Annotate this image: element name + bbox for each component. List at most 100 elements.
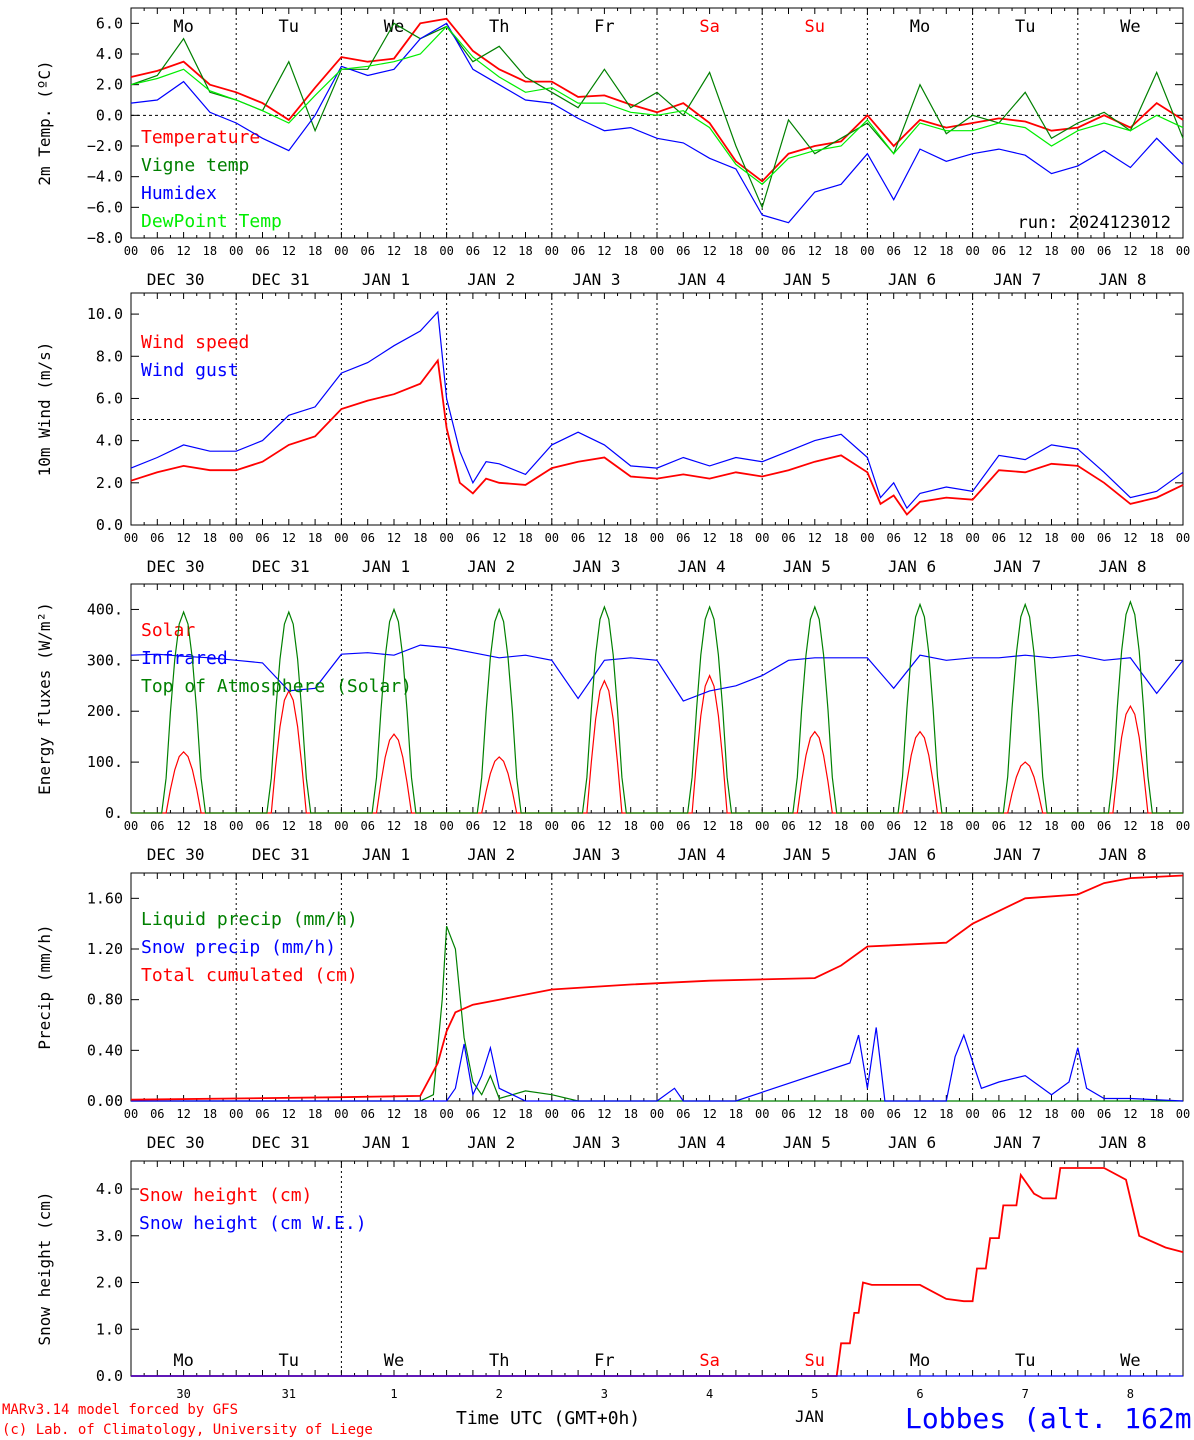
hour-tick-label: 12 [282,819,296,833]
legend-entry: Liquid precip (mm/h) [141,909,358,930]
hour-tick-label: 00 [439,1107,453,1121]
weekday-label: Mo [910,17,930,37]
hour-tick-label: 00 [650,1107,664,1121]
hour-tick-label: 06 [886,531,900,545]
hour-tick-label: 12 [1018,1107,1032,1121]
hour-tick-label: 12 [597,819,611,833]
legend-entry: Infrared [141,648,228,669]
hour-tick-label: 12 [282,244,296,258]
energy-panel: 400. 300. 200. 100. 0. Energy fluxes (W/m²) 00… [35,583,1190,864]
hour-tick-label: 00 [755,531,769,545]
legend-entry: Humidex [141,183,217,204]
hour-tick-label: 00 [334,244,348,258]
hour-tick-label: 06 [150,819,164,833]
day-label: JAN 4 [678,270,726,289]
hour-tick-label: 18 [203,244,217,258]
hour-tick-label: 00 [755,819,769,833]
hour-tick-label: 18 [834,244,848,258]
day-label: JAN 7 [993,845,1041,864]
day-number-label: 1 [390,1387,397,1401]
hour-tick-label: 06 [571,1107,585,1121]
hour-tick-label: 12 [176,244,190,258]
day-label: DEC 31 [252,557,310,576]
hour-tick-label: 06 [150,1107,164,1121]
series-line [130,22,1184,210]
hour-tick-label: 18 [413,244,427,258]
day-label: JAN 1 [362,1133,410,1152]
hour-tick-label: 18 [518,819,532,833]
hour-tick-label: 12 [702,819,716,833]
hour-tick-label: 12 [808,819,822,833]
hour-tick-label: 12 [702,1107,716,1121]
wind-panel: 10.0 8.0 6.0 4.0 2.0 0.0 10m Wind (m/s) 00 06 12 1… [35,292,1190,576]
station-label: Lobbes (alt. 162m) [905,1402,1194,1435]
hour-tick-label: 00 [124,531,138,545]
hour-tick-label: 12 [176,1107,190,1121]
hour-tick-label: 06 [466,531,480,545]
hour-tick-label: 00 [334,819,348,833]
legend-entry: Wind speed [141,332,249,353]
weekday-label: Tu [1015,1351,1035,1371]
y-tick-label: 100. [87,753,123,771]
hour-tick-label: 12 [282,531,296,545]
hour-tick-label: 00 [334,531,348,545]
hour-tick-label: 12 [1018,819,1032,833]
hour-tick-label: 06 [150,244,164,258]
credit-line-1: MARv3.14 model forced by GFS [2,1402,238,1418]
hour-tick-label: 06 [992,531,1006,545]
day-label: JAN 6 [888,845,936,864]
y-tick-label: 300. [87,651,123,669]
y-axis-title: Snow height (cm) [35,1191,54,1345]
hour-tick-label: 06 [992,1107,1006,1121]
hour-tick-label: 06 [255,244,269,258]
hour-tick-label: 06 [676,1107,690,1121]
series-line [130,358,1184,516]
hour-tick-label: 12 [492,1107,506,1121]
month-label: JAN [795,1407,824,1426]
day-label: JAN 8 [1098,557,1146,576]
y-tick-label: 4.0 [96,45,123,63]
day-number-label: 2 [496,1387,503,1401]
weekday-label: Th [489,17,509,37]
day-label: DEC 30 [147,270,205,289]
day-label: JAN 3 [572,845,620,864]
y-tick-label: 0. [105,804,123,822]
hour-tick-label: 12 [808,244,822,258]
hour-tick-label: 00 [1071,244,1085,258]
hour-tick-label: 00 [1071,531,1085,545]
hour-tick-label: 00 [860,819,874,833]
hour-tick-label: 06 [886,244,900,258]
series-line [131,599,1183,814]
run-annotation: run: 2024123012 [1017,213,1171,233]
hour-tick-label: 00 [1176,1107,1190,1121]
legend-entry: Wind gust [141,360,239,381]
hour-tick-label: 18 [623,531,637,545]
hour-tick-label: 00 [334,1107,348,1121]
series-line [130,22,1184,224]
weekday-label: Su [805,1351,825,1371]
hour-tick-label: 18 [413,531,427,545]
hour-tick-label: 06 [466,244,480,258]
legend-entry: Total cumulated (cm) [141,965,358,986]
hour-tick-label: 18 [834,531,848,545]
y-tick-label: 0.40 [87,1041,123,1059]
y-axis-title: 10m Wind (m/s) [35,342,54,477]
hour-tick-label: 12 [808,531,822,545]
temperature-panel: 6.0 4.0 2.0 0.0 −2.0 −4.0 −6.0 −8.0 2m Temp. (ºC… [35,7,1190,289]
weekday-label: Fr [594,17,614,37]
series-line [131,925,1183,1102]
y-tick-label: 0.0 [96,516,123,534]
hour-tick-label: 12 [597,244,611,258]
hour-tick-label: 18 [1149,1107,1163,1121]
hour-tick-label: 00 [124,819,138,833]
weekday-label: Mo [173,17,193,37]
day-label: DEC 31 [252,270,310,289]
hour-tick-label: 00 [124,1107,138,1121]
day-label: JAN 1 [362,845,410,864]
hour-tick-label: 06 [1097,819,1111,833]
hour-tick-label: 06 [466,1107,480,1121]
y-tick-label: 8.0 [96,347,123,365]
hour-tick-label: 18 [308,819,322,833]
hour-tick-label: 06 [571,244,585,258]
hour-tick-label: 18 [413,819,427,833]
